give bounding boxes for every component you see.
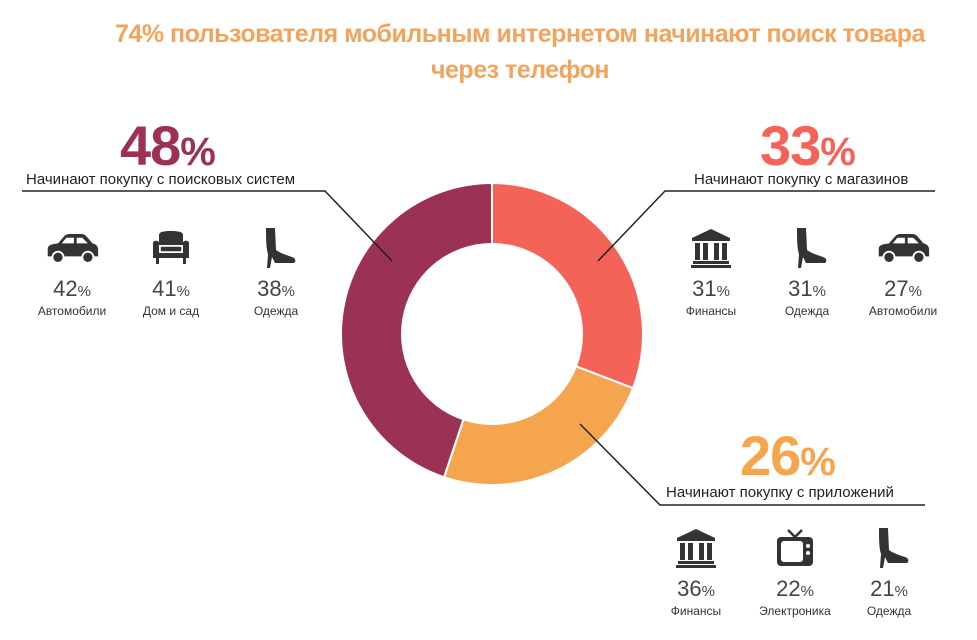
title-line-2: через телефон <box>431 56 610 84</box>
stat-value: 42 <box>53 276 78 301</box>
connector-search <box>22 190 393 262</box>
stat-label: Одежда <box>253 304 299 318</box>
stat-value: 22 <box>776 576 801 601</box>
search-stat-1: 42% Автомобили <box>22 228 122 318</box>
stat-label: Одежда <box>866 604 912 618</box>
stat-label: Электроника <box>759 604 831 618</box>
apps-stat-2: 22% Электроника <box>745 528 845 618</box>
stat-label: Финансы <box>685 304 737 318</box>
title-line-1: 74% пользователя мобильным интернетом на… <box>115 20 925 48</box>
apps-percent-sign: % <box>800 440 836 484</box>
stat-value: 27 <box>884 276 909 301</box>
stat-label: Одежда <box>784 304 830 318</box>
search-caption: Начинают покупку с поисковых систем <box>26 171 296 188</box>
apps-caption: Начинают покупку с приложений <box>666 484 894 501</box>
stores-stat-1: 31% Финансы <box>661 228 761 318</box>
boot-icon <box>787 228 827 268</box>
stat-value: 21 <box>870 576 895 601</box>
tv-icon <box>775 528 815 568</box>
car-icon <box>44 228 100 268</box>
stores-caption: Начинают покупку с магазинов <box>694 171 909 188</box>
stat-value: 36 <box>677 576 702 601</box>
segment-stores <box>491 181 644 390</box>
connector-apps <box>579 423 925 506</box>
bank-icon <box>676 528 716 568</box>
connector-stores <box>597 190 935 262</box>
stores-stat-2: 31% Одежда <box>757 228 857 318</box>
stores-percent: 33% <box>760 118 856 180</box>
apps-percent: 26% <box>740 428 836 490</box>
apps-stat-3: 21% Одежда <box>839 528 939 618</box>
search-number: 48 <box>120 114 181 177</box>
chart-title: 74% пользователя мобильным интернетом на… <box>60 16 977 88</box>
boot-icon <box>869 528 909 568</box>
segment-search <box>340 181 493 479</box>
stat-label: Финансы <box>670 604 722 618</box>
apps-number: 26 <box>740 424 801 487</box>
car-icon <box>875 228 931 268</box>
search-percent: 48% <box>120 118 216 180</box>
stat-value: 38 <box>257 276 282 301</box>
bank-icon <box>691 228 731 268</box>
stat-label: Автомобили <box>37 304 107 318</box>
stores-percent-sign: % <box>820 130 856 174</box>
boot-icon <box>256 228 296 268</box>
apps-stat-1: 36% Финансы <box>646 528 746 618</box>
stat-value: 31 <box>788 276 813 301</box>
stat-value: 41 <box>152 276 177 301</box>
segment-apps <box>442 365 635 486</box>
stat-value: 31 <box>692 276 717 301</box>
stores-number: 33 <box>760 114 821 177</box>
stores-stat-3: 27% Автомобили <box>853 228 953 318</box>
search-percent-sign: % <box>180 130 216 174</box>
search-stat-2: 41% Дом и сад <box>121 228 221 318</box>
stat-label: Автомобили <box>868 304 938 318</box>
armchair-icon <box>151 228 191 268</box>
search-stat-3: 38% Одежда <box>226 228 326 318</box>
stat-label: Дом и сад <box>142 304 200 318</box>
